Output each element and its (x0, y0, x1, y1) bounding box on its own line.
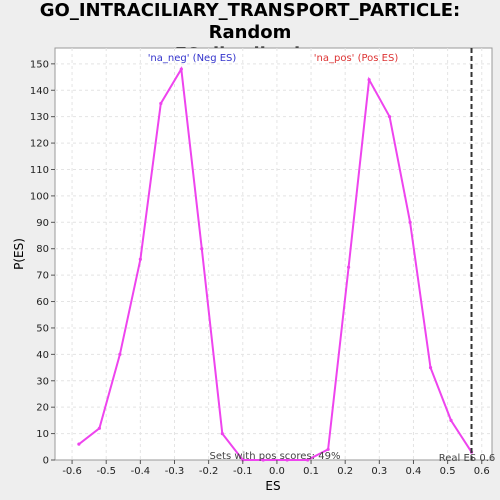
x-tick-label: -0.1 (233, 466, 253, 477)
x-tick-label: 0.0 (269, 466, 285, 477)
axis-layer: 0 10 20 30 40 50 60 70 80 90 100 110 120 130 140 150 -0.… (30, 59, 490, 477)
es-data-point (285, 458, 289, 462)
es-distribution-line (78, 66, 473, 461)
x-tick-label: -0.6 (62, 466, 82, 477)
y-tick-label: 150 (30, 59, 49, 70)
es-data-point (77, 442, 81, 446)
y-tick-label: 110 (30, 165, 49, 176)
x-tick-label: 0.2 (337, 466, 353, 477)
y-tick-label: 0 (43, 456, 49, 467)
y-tick-label: 20 (36, 403, 49, 414)
es-data-point (306, 458, 310, 462)
chart-title-line-1: GO_INTRACILIARY_TRANSPORT_PARTICLE: Rand… (39, 0, 461, 43)
real-es-text: Real ES 0.6 (439, 453, 495, 464)
y-tick-label: 90 (36, 218, 49, 229)
es-data-point (138, 257, 142, 261)
y-tick-label: 60 (36, 297, 49, 308)
es-data-point (428, 365, 433, 370)
y-tick-label: 10 (36, 429, 49, 440)
es-data-point (326, 447, 330, 452)
x-tick-label: -0.3 (165, 466, 185, 477)
y-tick-label: 100 (30, 191, 49, 202)
es-data-point (200, 247, 204, 251)
x-tick-label: -0.2 (199, 466, 219, 477)
y-tick-label: 140 (30, 86, 49, 97)
x-tick-label: -0.4 (131, 466, 151, 477)
es-data-point (347, 265, 351, 269)
x-tick-label: 0.1 (303, 466, 319, 477)
pos-es-label: 'na_pos' (Pos ES) (314, 53, 399, 64)
y-tick-label: 80 (36, 244, 49, 255)
neg-es-label: 'na_neg' (Neg ES) (148, 53, 237, 64)
es-data-point (220, 431, 224, 436)
x-tick-label: 0.4 (406, 466, 422, 477)
y-tick-label: 70 (36, 271, 49, 282)
y-tick-label: 130 (30, 112, 49, 123)
es-data-point (261, 458, 265, 462)
x-tick-label: 0.6 (474, 466, 490, 477)
pos-scores-text: Sets with pos scores: 49% (210, 451, 341, 462)
y-tick-label: 40 (36, 350, 49, 361)
plot-area (54, 47, 493, 461)
series-layer (77, 48, 474, 462)
y-axis-title: P(ES) (12, 238, 26, 270)
es-data-point (118, 352, 122, 356)
x-tick-label: 0.3 (371, 466, 387, 477)
y-tick-label: 30 (36, 376, 49, 387)
y-tick-label: 120 (30, 139, 49, 150)
es-data-point (449, 418, 453, 422)
y-tick-label: 50 (36, 323, 49, 334)
es-data-point (367, 78, 371, 82)
es-data-point (387, 115, 392, 119)
es-data-point (179, 67, 183, 71)
x-tick-label: -0.5 (96, 466, 116, 477)
x-axis-title: ES (265, 479, 280, 493)
es-data-point (97, 426, 101, 430)
x-tick-label: 0.5 (440, 466, 456, 477)
es-data-point (408, 220, 412, 224)
es-data-point (159, 101, 163, 106)
